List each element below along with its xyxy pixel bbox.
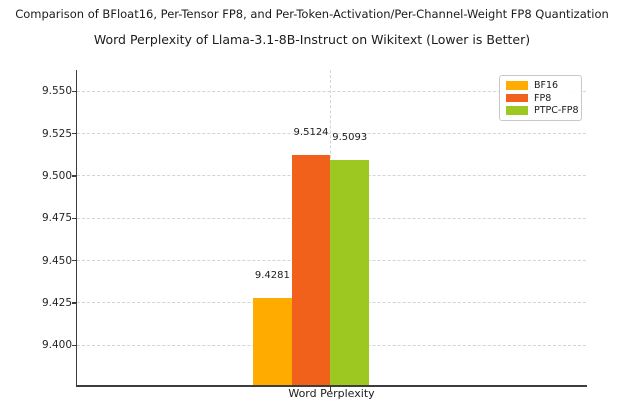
y-tick-label: 9.425	[41, 296, 72, 309]
y-tickmark	[71, 133, 76, 135]
y-tick-label: 9.475	[41, 212, 72, 225]
bar-value-label: 9.5093	[332, 132, 368, 144]
y-tickmark	[71, 217, 76, 219]
y-tick-label: 9.400	[41, 339, 72, 352]
y-tick-label: 9.525	[41, 127, 72, 140]
y-gridline	[77, 90, 586, 92]
y-tick-label: 9.500	[41, 169, 72, 182]
plot-area: 9.4281 9.5124 9.5093	[77, 70, 586, 385]
y-tickmark	[71, 302, 76, 304]
bar-value-label: 9.4281	[254, 269, 290, 281]
y-tickmark	[71, 90, 76, 93]
x-axis-spine	[75, 385, 587, 387]
y-tickmark	[71, 175, 76, 177]
legend-swatch	[506, 93, 528, 103]
legend-swatch	[506, 106, 528, 115]
y-tick-label: 9.550	[41, 85, 72, 98]
legend-item-label: BF16	[534, 79, 559, 91]
legend-item-label: FP8	[534, 92, 552, 104]
figure-suptitle: Comparison of BFloat16, Per-Tensor FP8, …	[15, 7, 609, 21]
bar-bf16	[253, 297, 292, 385]
x-tickmark	[329, 386, 332, 391]
legend-item-fp8: FP8	[506, 92, 576, 105]
y-axis-spine	[75, 70, 78, 387]
y-tickmark	[71, 344, 76, 346]
bar-fp8	[291, 154, 331, 385]
x-axis-label: Word Perplexity	[288, 387, 375, 400]
legend-swatch	[506, 81, 528, 90]
y-tick-label: 9.450	[41, 254, 72, 267]
legend-item-bf16: BF16	[506, 79, 576, 92]
bar-ptpc-fp8	[330, 160, 370, 385]
chart-title: Word Perplexity of Llama-3.1-8B-Instruct…	[93, 32, 531, 47]
bar-value-label: 9.5124	[293, 126, 329, 138]
legend-item-ptpc-fp8: PTPC-FP8	[506, 104, 579, 117]
legend: BF16 FP8 PTPC-FP8	[499, 75, 582, 121]
legend-item-label: PTPC-FP8	[534, 105, 579, 117]
y-tickmark	[71, 259, 76, 262]
y-gridline	[77, 133, 586, 135]
